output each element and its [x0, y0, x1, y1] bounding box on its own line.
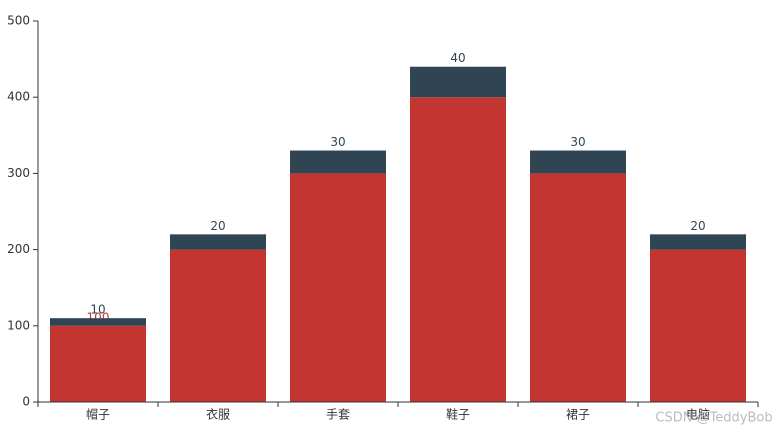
bar	[410, 66, 506, 98]
data-label: 30	[570, 135, 585, 149]
x-tick-label: 衣服	[206, 407, 230, 422]
x-tick-label: 裙子	[566, 408, 590, 422]
bar	[410, 97, 506, 402]
data-label: 20	[210, 219, 225, 233]
y-tick-label: 100	[7, 318, 30, 332]
bar	[170, 234, 266, 250]
data-label: 40	[450, 51, 465, 65]
x-tick-label: 帽子	[86, 407, 110, 422]
y-tick-label: 200	[7, 242, 30, 256]
bar	[290, 173, 386, 402]
y-tick-label: 0	[22, 395, 30, 409]
bar	[650, 234, 746, 250]
data-label: 30	[330, 135, 345, 149]
x-tick-label: 手套	[326, 408, 350, 422]
bar	[170, 249, 266, 402]
bar	[50, 325, 146, 402]
y-tick-label: 500	[7, 14, 30, 28]
bar	[530, 173, 626, 402]
bar	[650, 249, 746, 402]
x-tick-label: 电脑	[686, 408, 710, 422]
y-tick-label: 300	[7, 166, 30, 180]
data-label: 10	[90, 303, 105, 317]
data-label: 20	[690, 219, 705, 233]
bar	[50, 318, 146, 326]
bar	[290, 150, 386, 174]
x-tick-label: 鞋子	[446, 407, 470, 422]
y-tick-label: 400	[7, 90, 30, 104]
watermark: CSDN @TeddyBob	[655, 411, 772, 426]
bar	[530, 150, 626, 174]
